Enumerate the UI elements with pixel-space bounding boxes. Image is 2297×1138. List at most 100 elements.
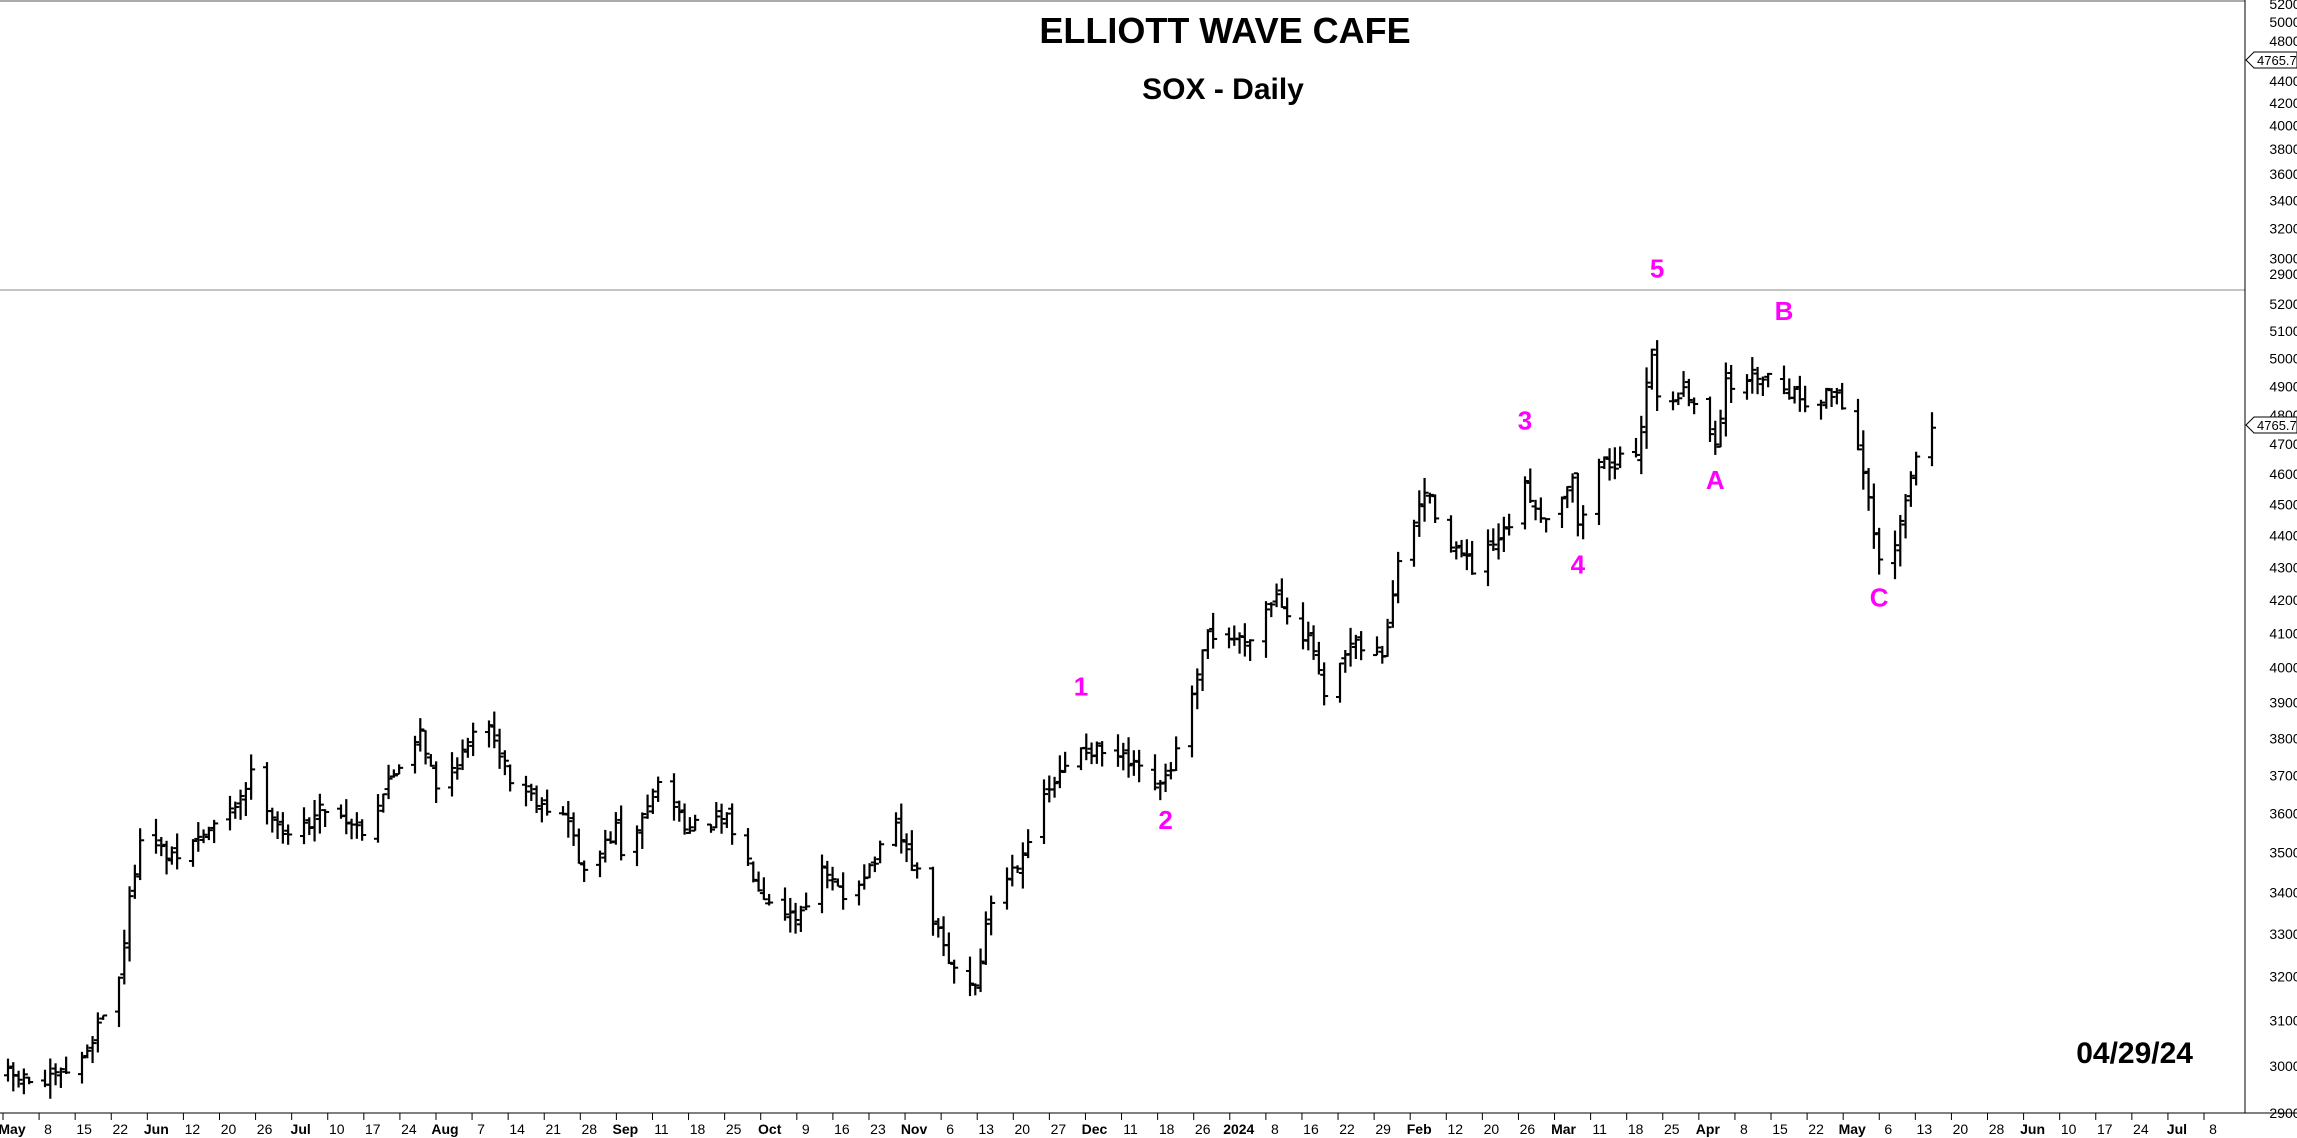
- ohlc-bar: [786, 897, 795, 933]
- ohlc-bar: [1055, 755, 1064, 789]
- ohlc-bar: [226, 795, 234, 831]
- ohlc-bar: [1246, 639, 1255, 662]
- ohlc-bar: [56, 1067, 65, 1088]
- ohlc-bar: [379, 793, 388, 813]
- ohlc-bar: [823, 860, 832, 889]
- ohlc-bar: [1558, 496, 1566, 528]
- ohlc-bar: [876, 840, 885, 864]
- ohlc-bar: [173, 833, 182, 870]
- x-tick-label: 16: [1303, 1121, 1319, 1137]
- ohlc-bar: [839, 872, 848, 910]
- ohlc-bar: [1595, 458, 1603, 526]
- ohlc-bar: [522, 775, 530, 807]
- ohlc-bar: [300, 807, 308, 845]
- ohlc-bar: [1605, 448, 1614, 481]
- ohlc-bar: [162, 840, 171, 875]
- chart-title: ELLIOTT WAVE CAFE: [1039, 10, 1410, 51]
- ohlc-bar: [358, 819, 367, 841]
- x-tick-label: 26: [1520, 1121, 1536, 1137]
- x-tick-label: 13: [1917, 1121, 1933, 1137]
- ohlc-bar: [1336, 662, 1344, 703]
- ohlc-bar: [421, 729, 430, 765]
- x-tick-label: Nov: [901, 1121, 928, 1137]
- ohlc-bar: [1499, 516, 1508, 552]
- ohlc-bar: [1040, 779, 1048, 845]
- ohlc-bar: [966, 956, 974, 997]
- ohlc-bar: [1838, 382, 1847, 410]
- ohlc-bar: [1674, 392, 1683, 406]
- y-tick-label: 3000: [2269, 250, 2297, 266]
- ohlc-bar: [1119, 742, 1128, 771]
- ohlc-bar: [1383, 618, 1392, 657]
- ohlc-bar: [463, 737, 472, 758]
- ohlc-bar: [389, 769, 398, 778]
- ohlc-bar: [167, 846, 176, 865]
- ohlc-bar: [1452, 541, 1461, 560]
- y-tick-label: 5200: [2269, 296, 2297, 312]
- ohlc-bar: [1304, 621, 1313, 651]
- y-tick-label: 3200: [2269, 969, 2297, 985]
- ohlc-bar: [638, 812, 647, 849]
- ohlc-bar: [1706, 396, 1714, 442]
- x-tick-label: 20: [1484, 1121, 1500, 1137]
- ohlc-bar: [46, 1058, 55, 1099]
- ohlc-bar: [204, 826, 213, 841]
- ohlc-bar: [1827, 388, 1836, 407]
- ohlc-bar: [1906, 471, 1915, 507]
- x-tick-label: 9: [802, 1121, 810, 1137]
- y-tick-label: 4900: [2269, 378, 2297, 394]
- ohlc-bar: [1637, 415, 1646, 475]
- y-tick-label: 4500: [2269, 496, 2297, 512]
- ohlc-bar: [1447, 515, 1455, 553]
- x-tick-label: 17: [2097, 1121, 2113, 1137]
- ohlc-bar: [527, 783, 536, 801]
- ohlc-bar: [976, 948, 985, 993]
- x-tick-label: 18: [1159, 1121, 1175, 1137]
- ohlc-bar: [691, 814, 700, 832]
- ohlc-bar: [1092, 741, 1101, 764]
- ohlc-bar: [981, 911, 990, 965]
- y-tick-label: 3600: [2269, 166, 2297, 182]
- ohlc-bar: [892, 812, 900, 847]
- ohlc-bars: [4, 340, 1936, 1099]
- ohlc-bar: [1743, 374, 1751, 400]
- ohlc-bar: [231, 801, 240, 819]
- ohlc-bar: [1684, 378, 1693, 407]
- ohlc-bar: [818, 854, 826, 914]
- last-value-upper: 4765.79: [2257, 53, 2297, 68]
- ohlc-bar: [712, 802, 721, 829]
- y-tick-label: 5200: [2269, 0, 2297, 12]
- ohlc-bar: [62, 1056, 71, 1075]
- ohlc-bar: [1642, 367, 1651, 449]
- ohlc-bar: [1061, 751, 1070, 774]
- y-tick-label: 3400: [2269, 192, 2297, 208]
- ohlc-bar: [374, 794, 382, 843]
- ohlc-bar: [19, 1068, 28, 1095]
- ohlc-bar: [432, 761, 441, 804]
- last-value-tag-main: 4765.79: [2245, 416, 2297, 434]
- x-tick-label: 14: [509, 1121, 525, 1137]
- ohlc-bar: [537, 797, 546, 823]
- ohlc-bar: [1394, 551, 1403, 604]
- ohlc-bar: [1346, 627, 1355, 667]
- ohlc-bar: [781, 887, 789, 921]
- y-tick-label: 5000: [2269, 350, 2297, 366]
- x-tick-label: Jun: [144, 1121, 169, 1137]
- x-tick-label: May: [1839, 1121, 1866, 1137]
- ohlc-bar: [1610, 447, 1619, 480]
- ohlc-bar: [1388, 580, 1397, 628]
- x-tick-label: 20: [1015, 1121, 1031, 1137]
- ohlc-bar: [1568, 473, 1577, 503]
- wave-label-c: C: [1870, 582, 1889, 612]
- ohlc-bar: [1468, 540, 1477, 575]
- ohlc-bar: [310, 800, 319, 842]
- x-tick-label: 6: [1884, 1121, 1892, 1137]
- ohlc-bar: [1790, 385, 1799, 404]
- ohlc-bar: [1082, 733, 1091, 761]
- ohlc-bar: [1711, 420, 1720, 455]
- y-tick-label: 4700: [2269, 436, 2297, 452]
- ohlc-bar: [1457, 539, 1466, 558]
- ohlc-bar: [1653, 340, 1662, 412]
- y-tick-label: 4200: [2269, 592, 2297, 608]
- ohlc-bar: [1505, 513, 1514, 536]
